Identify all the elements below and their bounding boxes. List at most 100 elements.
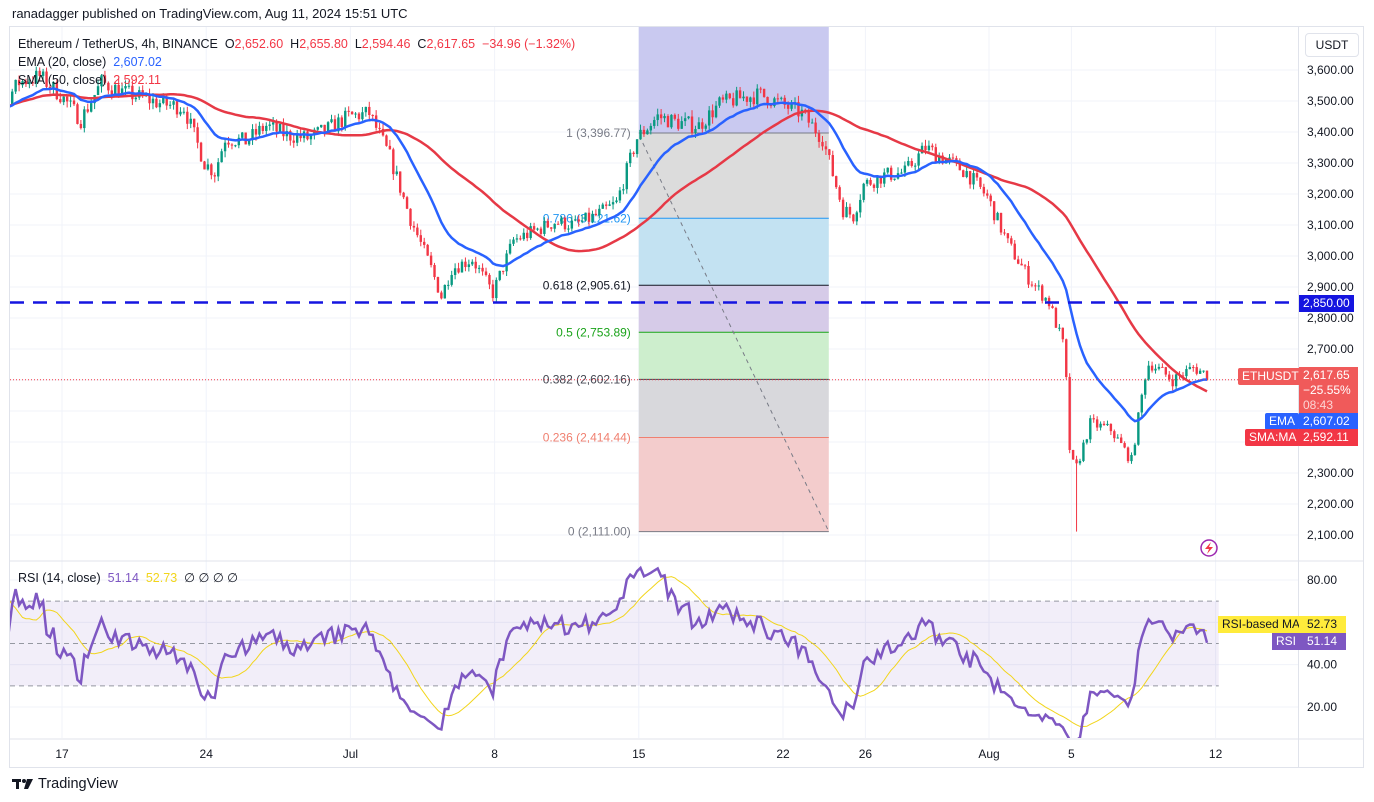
candle-body <box>299 134 302 139</box>
candle <box>1023 264 1027 270</box>
candle-body <box>1126 447 1130 462</box>
candle <box>491 279 495 302</box>
candle <box>934 143 937 162</box>
candle-body <box>48 86 52 89</box>
candle <box>848 203 852 219</box>
price-tick-label: 2,100.00 <box>1307 528 1354 542</box>
candle <box>574 215 577 222</box>
candle-body <box>835 176 838 188</box>
candle-body <box>1168 374 1171 380</box>
candle-body <box>45 71 48 87</box>
currency-button[interactable]: USDT <box>1305 33 1359 57</box>
candle <box>271 116 275 131</box>
candle-body <box>265 125 268 131</box>
candle-body <box>900 172 903 174</box>
candle-body <box>86 109 89 112</box>
candle <box>529 222 532 240</box>
candle-body <box>1065 339 1068 377</box>
candle-body <box>247 140 251 145</box>
candle-body <box>289 131 292 141</box>
candle-body <box>1010 238 1013 244</box>
candle <box>508 239 512 255</box>
candle-body <box>41 71 45 76</box>
candle-body <box>986 193 989 196</box>
candle <box>690 110 694 136</box>
sma-legend[interactable]: SMA (50, close) 2,592.11 <box>18 71 575 89</box>
candle-body <box>927 145 931 151</box>
candle-body <box>865 179 869 184</box>
rsi-pane <box>10 565 1219 738</box>
candle-body <box>1150 365 1154 371</box>
candle <box>584 212 587 222</box>
candle-body <box>1192 367 1195 369</box>
candle-body <box>38 70 41 76</box>
candle <box>893 178 896 181</box>
candle <box>96 80 100 96</box>
candle <box>962 169 965 178</box>
candle <box>467 259 471 272</box>
candle-body <box>903 165 907 173</box>
candle-body <box>913 165 917 167</box>
candle-body <box>96 86 100 95</box>
candle-body <box>683 118 687 122</box>
candle <box>498 270 501 282</box>
rsi-line <box>10 565 1209 738</box>
candle <box>333 115 337 132</box>
candle-body <box>646 130 649 135</box>
fib-level-label: 0.5 (2,753.89) <box>556 325 631 339</box>
candle <box>295 129 299 147</box>
candle-body <box>1137 412 1140 445</box>
candle-body <box>350 111 354 115</box>
candle-body <box>357 113 361 120</box>
candle-body <box>1051 306 1054 309</box>
candle-body <box>11 91 14 105</box>
date-tick-label: 5 <box>1068 747 1075 761</box>
candle-body <box>385 135 388 146</box>
candle-body <box>405 197 409 209</box>
candle <box>707 106 711 130</box>
candle <box>663 113 666 123</box>
candle-body <box>1023 265 1027 267</box>
candle-body <box>1154 368 1157 371</box>
candle-body <box>1006 233 1010 239</box>
candle-body <box>725 93 728 100</box>
candle-body <box>107 82 110 91</box>
candle-body <box>340 117 344 127</box>
candle-body <box>591 213 594 222</box>
candle-body <box>996 212 999 221</box>
candle-body <box>642 129 646 135</box>
candle-body <box>65 96 69 102</box>
ema-legend[interactable]: EMA (20, close) 2,607.02 <box>18 53 575 71</box>
candle <box>649 123 653 135</box>
fib-zone <box>638 285 829 333</box>
tradingview-logo[interactable]: TradingView <box>12 776 118 792</box>
candle-body <box>536 228 539 230</box>
candle <box>1065 338 1068 380</box>
price-tick-label: 3,500.00 <box>1307 94 1354 108</box>
candle-body <box>433 265 436 278</box>
candle <box>752 91 756 109</box>
candle <box>625 161 628 194</box>
date-tick-label: 15 <box>632 747 646 761</box>
candle-body <box>941 155 944 164</box>
candle <box>855 210 859 226</box>
candle <box>495 277 498 303</box>
candle <box>501 270 505 275</box>
candle-body <box>223 142 227 152</box>
candle <box>488 273 491 290</box>
candle <box>107 81 110 95</box>
candle-body <box>501 270 505 272</box>
candle <box>440 290 443 300</box>
low-label: L <box>354 37 362 51</box>
rsi-legend[interactable]: RSI (14, close) 51.14 52.73 ∅ ∅ ∅ ∅ <box>18 570 238 585</box>
candle-body <box>158 103 162 108</box>
candle-body <box>917 153 920 166</box>
candle <box>477 265 481 274</box>
candle <box>1192 365 1195 372</box>
candle <box>835 175 838 189</box>
candle <box>512 236 515 247</box>
candle <box>862 182 865 203</box>
candle <box>1202 370 1205 373</box>
candle <box>546 218 550 229</box>
